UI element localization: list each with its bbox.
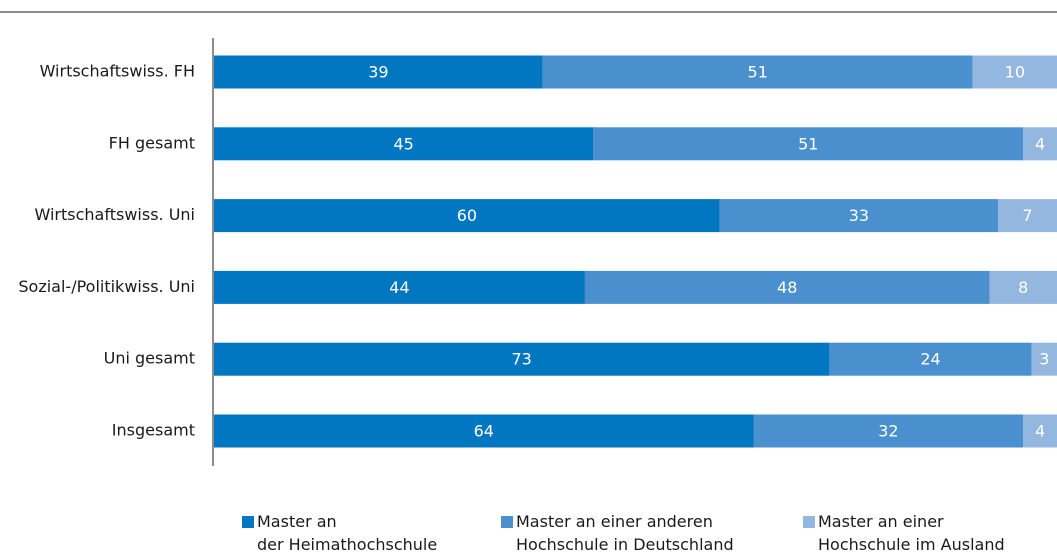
category-label: Wirtschaftswiss. FH (40, 62, 195, 81)
value-label: 7 (1022, 206, 1032, 225)
value-label: 8 (1018, 278, 1028, 297)
legend-item: Master an der Heimathochschule (242, 510, 438, 556)
bar-segment (1031, 342, 1057, 376)
value-label: 73 (512, 350, 532, 369)
category-label: Sozial-/Politikwiss. Uni (18, 277, 195, 296)
legend-swatch (803, 516, 815, 528)
legend-text: Master an der Heimathochschule (257, 512, 438, 554)
bar-segment (972, 55, 1057, 89)
bar-segment (997, 199, 1057, 233)
value-label: 33 (849, 206, 869, 225)
bar-segment (542, 55, 973, 89)
category-label: Uni gesamt (104, 349, 195, 368)
category-label: Insgesamt (112, 421, 195, 440)
legend-text: Master an einer anderen Hochschule in De… (516, 512, 734, 554)
value-label: 32 (878, 422, 898, 441)
value-label: 4 (1035, 134, 1045, 153)
legend-item: Master an einer Hochschule im Ausland (803, 510, 1005, 556)
value-label: 51 (798, 134, 818, 153)
bar-segment (593, 127, 1024, 161)
value-label: 10 (1005, 63, 1025, 82)
value-label: 4 (1035, 422, 1045, 441)
category-label: Wirtschaftswiss. Uni (35, 205, 195, 224)
category-label: FH gesamt (109, 133, 195, 152)
value-label: 60 (457, 206, 477, 225)
bar-segment (1023, 414, 1057, 448)
value-label: 64 (474, 422, 494, 441)
legend-text: Master an einer Hochschule im Ausland (818, 512, 1005, 554)
bar-segment (214, 55, 543, 89)
bar-segment (214, 127, 594, 161)
value-label: 45 (393, 134, 413, 153)
bar-segment (584, 270, 990, 304)
bar-segment (214, 342, 830, 376)
value-label: 48 (777, 278, 797, 297)
bar-segment (214, 270, 585, 304)
legend-swatch (501, 516, 513, 528)
bar-segment (1023, 127, 1057, 161)
value-label: 24 (920, 350, 940, 369)
legend-swatch (242, 516, 254, 528)
value-label: 3 (1039, 350, 1049, 369)
value-label: 51 (748, 63, 768, 82)
bar-segment (719, 199, 998, 233)
bar-segment (989, 270, 1057, 304)
value-label: 39 (368, 63, 388, 82)
legend-item: Master an einer anderen Hochschule in De… (501, 510, 734, 556)
bar-segment (214, 199, 720, 233)
bar-segment (214, 414, 754, 448)
value-label: 44 (389, 278, 409, 297)
bar-segment (829, 342, 1032, 376)
bar-segment (753, 414, 1024, 448)
